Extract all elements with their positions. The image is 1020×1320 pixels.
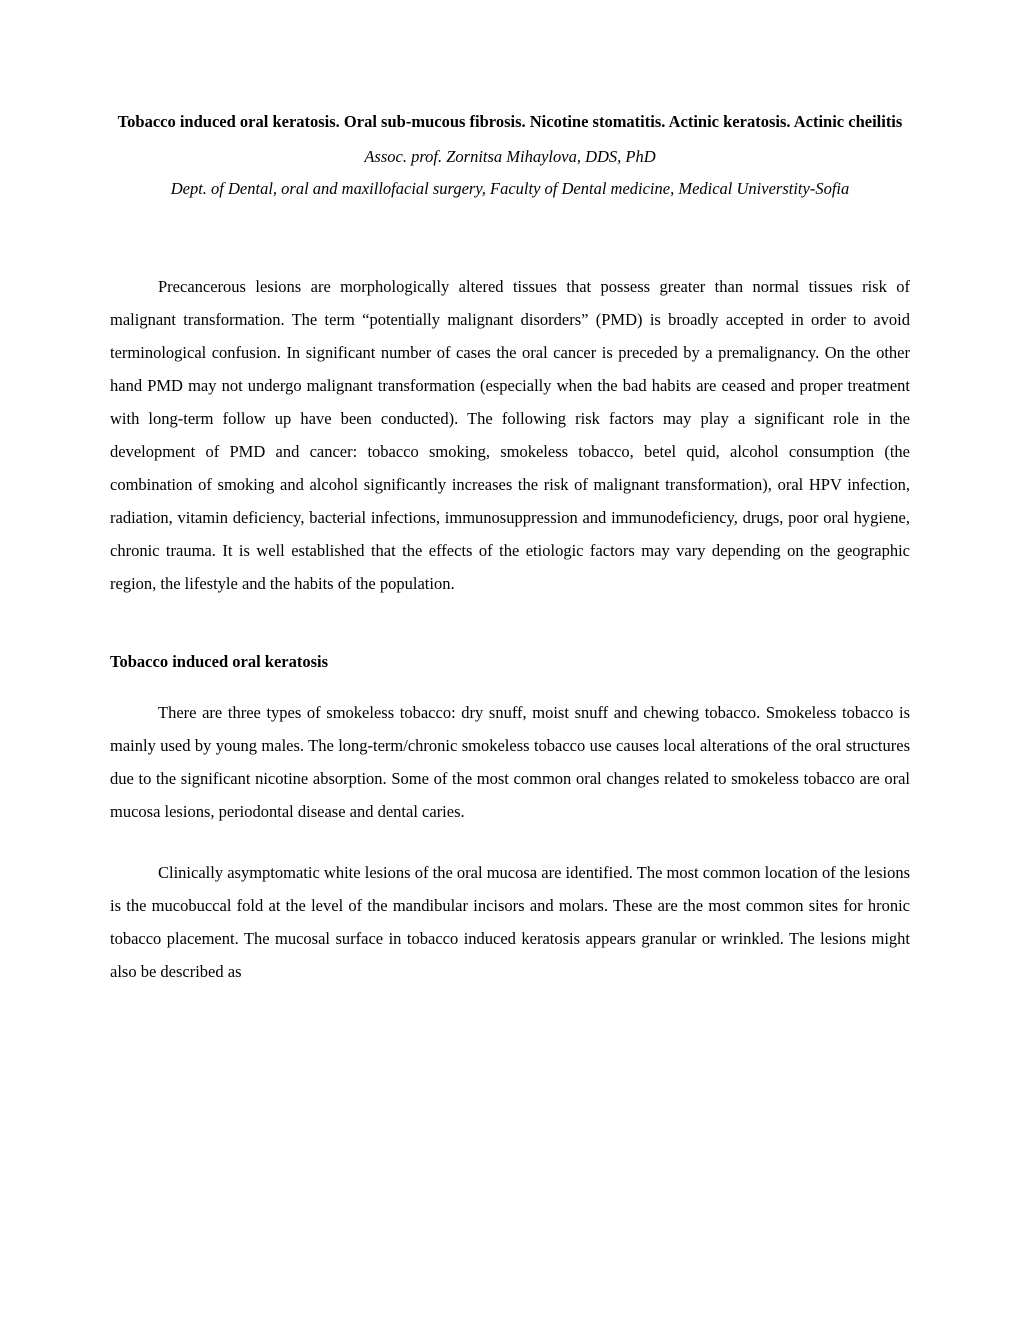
document-title: Tobacco induced oral keratosis. Oral sub… <box>110 110 910 133</box>
intro-paragraph: Precancerous lesions are morphologically… <box>110 270 910 600</box>
document-affiliation: Dept. of Dental, oral and maxillofacial … <box>110 177 910 200</box>
section-heading-tobacco-keratosis: Tobacco induced oral keratosis <box>110 652 910 672</box>
section1-para2: Clinically asymptomatic white lesions of… <box>110 856 910 988</box>
document-author: Assoc. prof. Zornitsa Mihaylova, DDS, Ph… <box>110 147 910 167</box>
section1-para1: There are three types of smokeless tobac… <box>110 696 910 828</box>
